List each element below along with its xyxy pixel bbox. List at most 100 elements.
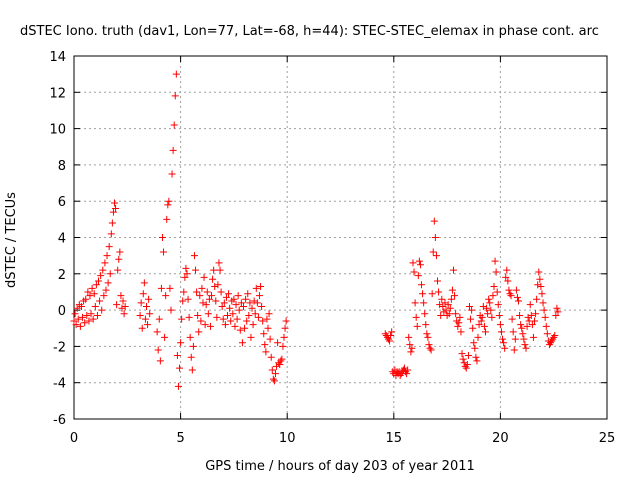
data-point <box>442 306 450 314</box>
y-axis-label: dSTEC / TECUs <box>4 192 19 288</box>
data-point <box>419 290 427 298</box>
data-point <box>263 315 271 323</box>
data-point <box>449 266 457 274</box>
y-tick-label: -6 <box>53 413 66 428</box>
data-point <box>552 312 560 320</box>
data-point <box>73 304 81 312</box>
data-point <box>198 284 206 292</box>
data-point <box>72 321 80 329</box>
data-point <box>155 315 163 323</box>
data-point <box>163 215 171 223</box>
data-point <box>384 335 392 343</box>
y-tick-label: 2 <box>58 268 66 283</box>
data-point <box>199 299 207 307</box>
data-point <box>472 353 480 361</box>
data-point <box>416 261 424 269</box>
data-point <box>504 277 512 285</box>
data-point <box>114 266 122 274</box>
data-point <box>237 299 245 307</box>
data-point <box>418 281 426 289</box>
data-point <box>493 288 501 296</box>
data-point <box>422 321 430 329</box>
data-point <box>79 313 87 321</box>
data-point <box>212 297 220 305</box>
data-point <box>179 297 187 305</box>
data-point <box>430 217 438 225</box>
data-point <box>432 252 440 260</box>
data-point <box>185 313 193 321</box>
data-point <box>216 266 224 274</box>
data-point <box>553 304 561 312</box>
data-point <box>200 273 208 281</box>
data-point <box>205 295 213 303</box>
data-point <box>554 308 562 316</box>
data-point <box>518 324 526 332</box>
data-point <box>264 324 272 332</box>
data-point <box>170 121 178 129</box>
data-point <box>100 292 108 300</box>
data-point <box>269 375 277 383</box>
data-point <box>491 257 499 265</box>
data-point <box>423 330 431 338</box>
data-point <box>255 292 263 300</box>
data-point <box>120 310 128 318</box>
data-point <box>267 353 275 361</box>
y-tick-label: 10 <box>49 123 66 138</box>
data-point <box>436 301 444 309</box>
data-point <box>204 310 212 318</box>
data-point <box>258 302 266 310</box>
data-point <box>229 310 237 318</box>
data-point <box>535 268 543 276</box>
data-point <box>506 290 514 298</box>
data-point <box>492 268 500 276</box>
data-point <box>145 295 153 303</box>
data-point <box>487 306 495 314</box>
data-point <box>89 315 97 323</box>
data-point <box>158 234 166 241</box>
data-point <box>93 312 101 320</box>
data-point <box>253 299 261 307</box>
data-point <box>236 326 244 334</box>
data-point <box>90 290 98 298</box>
data-point <box>215 259 223 267</box>
data-point <box>495 312 503 320</box>
data-point <box>437 312 445 320</box>
data-point <box>88 284 96 292</box>
data-point <box>494 301 502 309</box>
data-point <box>529 333 537 341</box>
data-point <box>526 301 534 309</box>
data-point <box>173 351 181 359</box>
data-point <box>411 299 419 307</box>
data-point <box>400 364 408 372</box>
data-point <box>481 328 489 336</box>
data-point <box>261 341 269 349</box>
data-point <box>242 295 250 303</box>
data-point <box>164 201 172 209</box>
data-point <box>252 284 260 292</box>
data-point <box>519 330 527 338</box>
data-point <box>233 315 241 323</box>
data-point <box>404 366 412 374</box>
x-tick-label: 25 <box>599 431 616 446</box>
data-point <box>102 286 110 294</box>
data-point <box>160 248 168 256</box>
data-point <box>119 297 127 305</box>
data-point <box>238 339 246 347</box>
data-point <box>250 297 258 305</box>
data-point <box>386 337 394 345</box>
data-point <box>483 304 491 312</box>
data-point <box>412 313 420 321</box>
data-point <box>421 310 429 318</box>
x-tick-label: 15 <box>386 431 403 446</box>
data-point <box>116 248 124 256</box>
data-point <box>221 321 229 329</box>
data-point <box>447 295 455 303</box>
data-point <box>445 310 453 318</box>
data-point <box>490 283 498 291</box>
data-point <box>99 266 107 274</box>
data-point <box>273 362 281 370</box>
data-point <box>507 292 515 300</box>
data-point <box>105 243 113 251</box>
data-point <box>268 366 276 374</box>
data-point <box>521 341 529 349</box>
